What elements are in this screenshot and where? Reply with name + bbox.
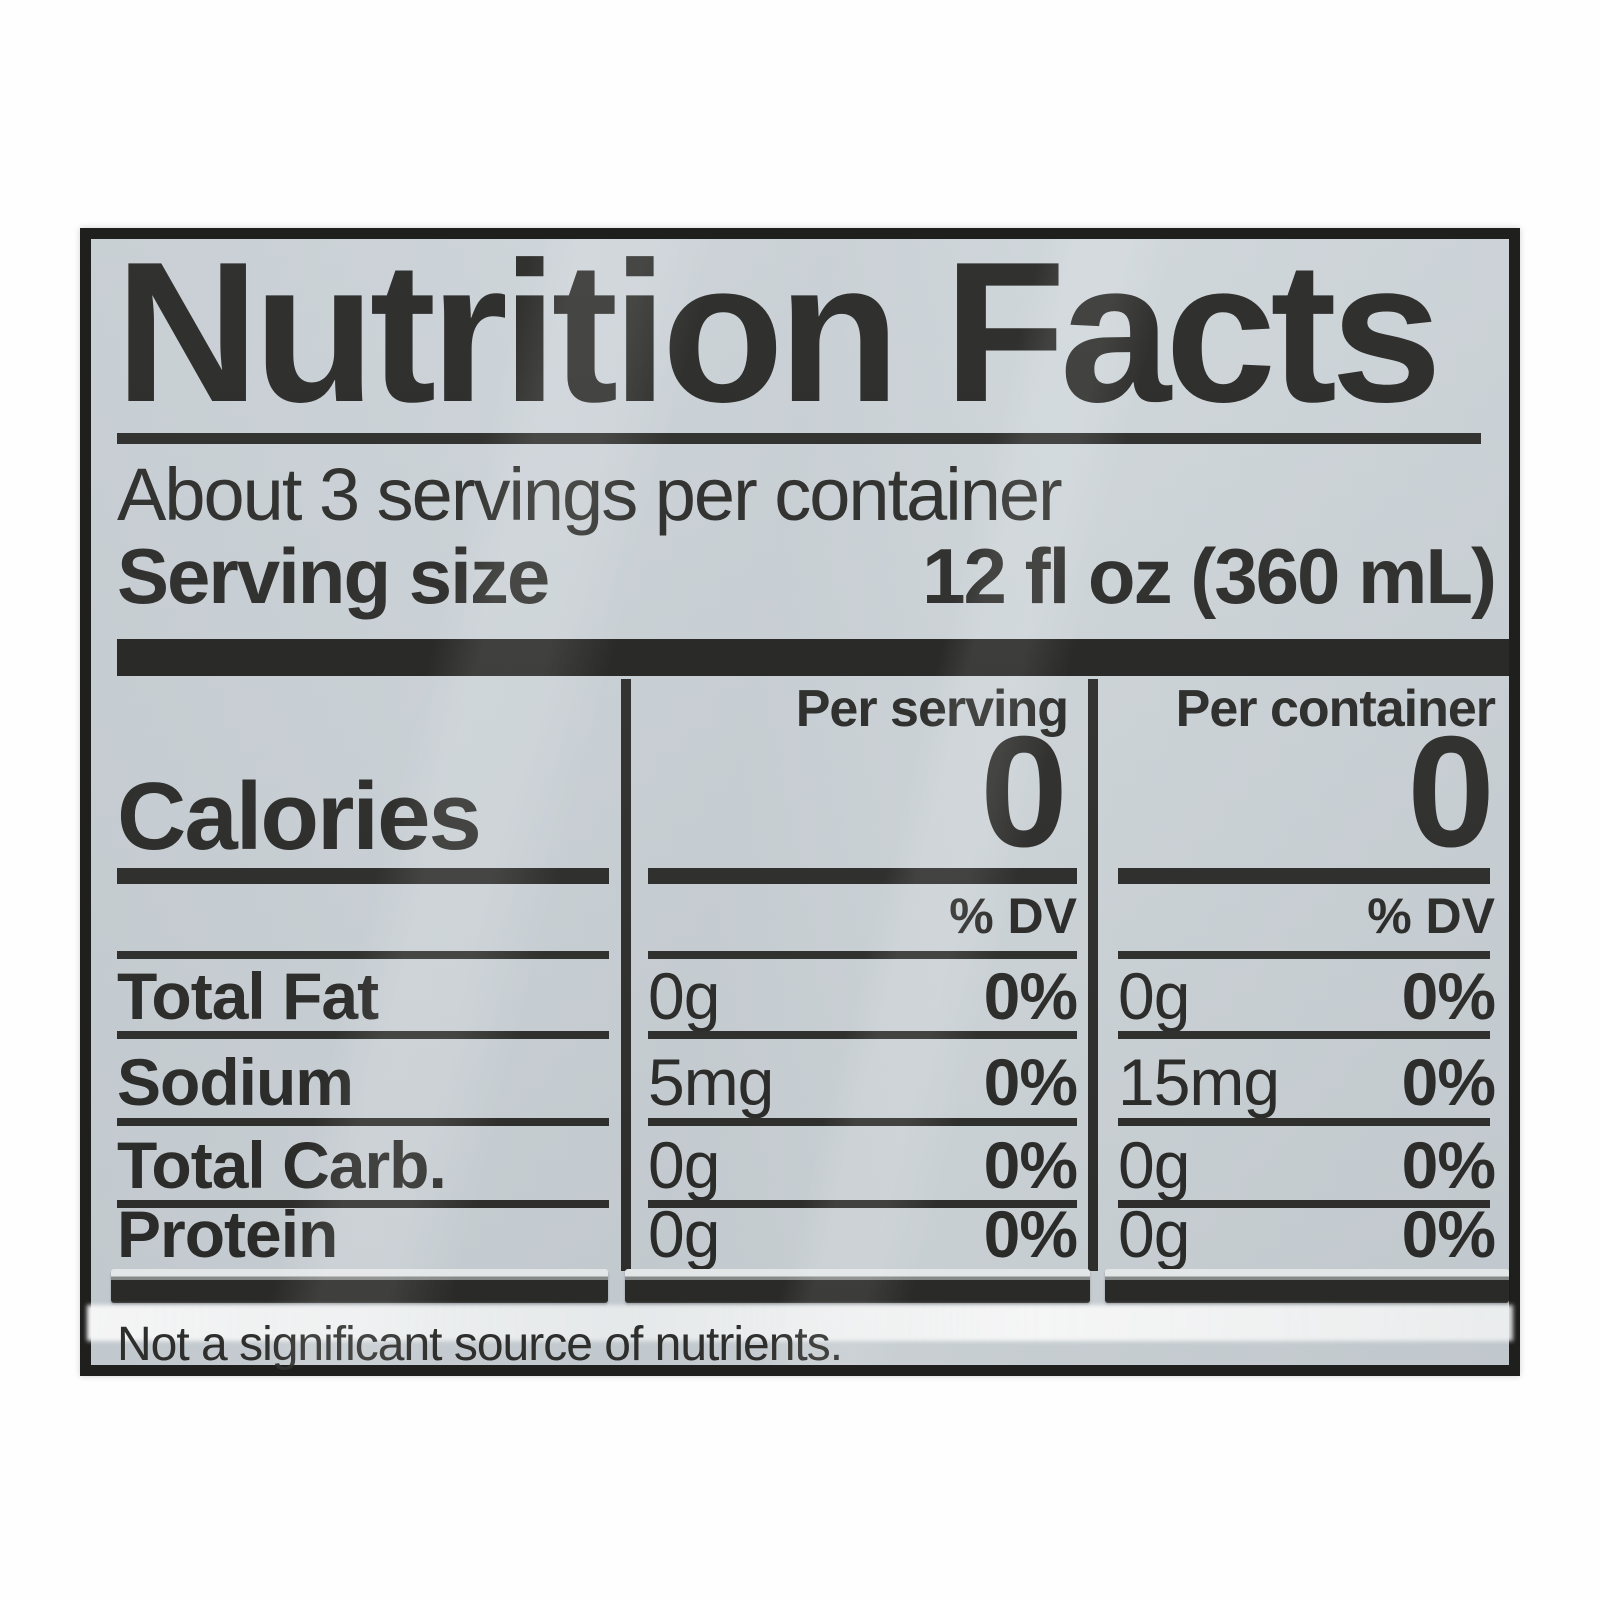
nutrient-name: Sodium [117,1045,354,1119]
row-rule [1118,1031,1490,1039]
row-rule [648,951,1077,959]
calories-label: Calories [117,763,482,870]
per-container-cell: 0g 0% [1118,1197,1496,1271]
serving-size-row: Serving size 12 fl oz (360 mL) [117,532,1497,620]
row-rule [1118,951,1490,959]
table-row: Total Carb. 0g 0% 0g 0% [91,1132,1509,1202]
column-end-bar [625,1269,1090,1303]
serving-size-value: 12 fl oz (360 mL) [922,532,1497,620]
nutrient-dv: 0% [983,1197,1078,1271]
nutrient-amount: 0g [648,1197,720,1271]
nutrition-label: Nutrition Facts About 3 servings per con… [80,228,1520,1376]
per-serving-header: Per serving [795,680,1069,738]
nutrient-dv: 0% [1401,959,1496,1033]
per-container-cell: 0g 0% [1118,959,1496,1033]
table-row: Sodium 5mg 0% 15mg 0% [91,1049,1509,1119]
calories-rule-right [1118,868,1490,884]
column-end-bar [111,1269,608,1303]
nutrient-amount: 0g [1118,1197,1190,1271]
servings-per-container: About 3 servings per container [117,453,1063,536]
row-rule [117,1200,609,1208]
column-divider-right [1088,679,1098,1271]
row-rule [1118,1118,1490,1126]
nutrient-amount: 0g [648,1128,720,1202]
nutrient-amount: 0g [1118,1128,1190,1202]
per-serving-cell: 0g 0% [648,1128,1078,1202]
nutrient-amount: 15mg [1118,1045,1280,1119]
column-end-bar [1105,1269,1509,1303]
per-serving-cell: 5mg 0% [648,1045,1078,1119]
calories-per-container-value: 0 [1407,704,1495,880]
nutrient-name: Total Fat [117,959,379,1033]
per-serving-cell: 0g 0% [648,1197,1078,1271]
calories-per-serving-value: 0 [980,704,1068,880]
footnote: Not a significant source of nutrients. [117,1318,843,1371]
per-container-cell: 0g 0% [1118,1128,1496,1202]
dv-header-serving: % DV [949,888,1077,944]
label-title: Nutrition Facts [115,221,1442,444]
nutrient-dv: 0% [1401,1197,1496,1271]
dv-header-container: % DV [1367,888,1495,944]
column-divider-left [621,679,631,1271]
nutrient-dv: 0% [1401,1045,1496,1119]
nutrient-dv: 0% [983,1128,1078,1202]
row-rule [648,1031,1077,1039]
calories-rule-mid [648,868,1077,884]
glare-strip [87,1305,1513,1341]
section-separator-bar [117,639,1509,676]
row-rule [1118,1200,1490,1208]
nutrient-name: Total Carb. [117,1128,447,1202]
serving-size-label: Serving size [117,532,550,620]
row-rule [117,951,609,959]
nutrient-dv: 0% [983,1045,1078,1119]
nutrient-amount: 5mg [648,1045,774,1119]
table-row: Protein 0g 0% 0g 0% [91,1201,1509,1271]
row-rule [117,1118,609,1126]
row-rule [648,1200,1077,1208]
nutrient-dv: 0% [1401,1128,1496,1202]
per-container-cell: 15mg 0% [1118,1045,1496,1119]
nutrient-amount: 0g [648,959,720,1033]
nutrient-name: Protein [117,1197,338,1271]
title-rule [117,433,1481,444]
per-serving-cell: 0g 0% [648,959,1078,1033]
nutrient-dv: 0% [983,959,1078,1033]
row-rule [117,1031,609,1039]
per-container-header: Per container [1175,680,1496,738]
calories-rule-left [117,868,609,884]
nutrient-amount: 0g [1118,959,1190,1033]
row-rule [648,1118,1077,1126]
table-row: Total Fat 0g 0% 0g 0% [91,963,1509,1033]
